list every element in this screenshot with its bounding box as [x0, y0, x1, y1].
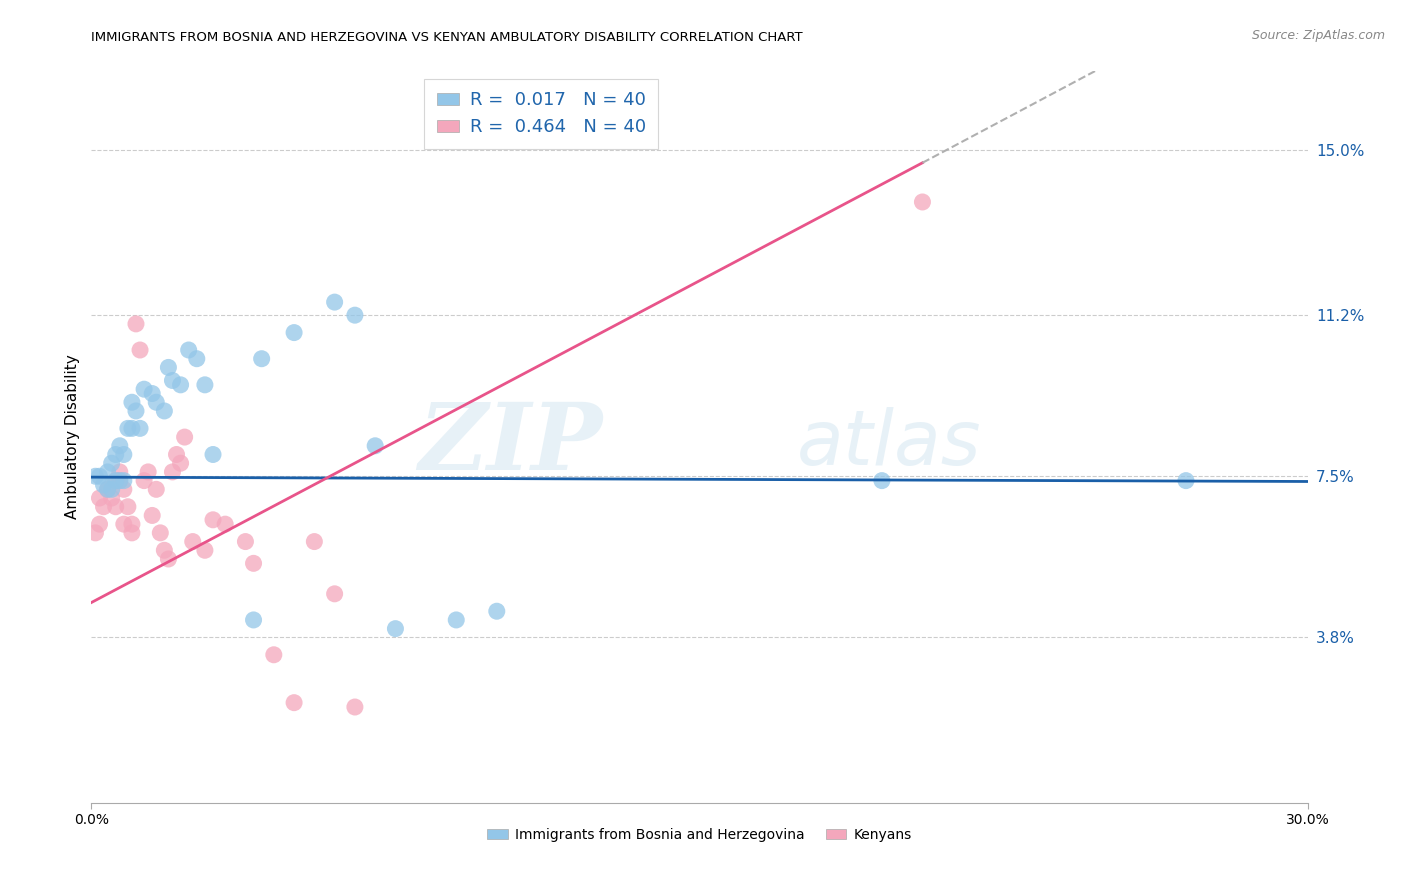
- Point: [141, 508, 163, 523]
- Point: [125, 404, 148, 418]
- Point: [304, 534, 326, 549]
- Point: [108, 439, 131, 453]
- Point: [444, 613, 467, 627]
- Point: [93, 500, 115, 514]
- Point: [242, 613, 264, 627]
- Point: [97, 483, 120, 497]
- Point: [194, 543, 217, 558]
- Point: [173, 430, 195, 444]
- Point: [100, 483, 122, 497]
- Point: [100, 456, 122, 470]
- Point: [194, 377, 217, 392]
- Point: [214, 517, 236, 532]
- Point: [112, 483, 135, 497]
- Point: [104, 500, 127, 514]
- Point: [104, 474, 127, 488]
- Point: [157, 552, 180, 566]
- Point: [169, 377, 191, 392]
- Point: [242, 557, 264, 571]
- Point: [121, 525, 143, 540]
- Point: [323, 587, 346, 601]
- Text: IMMIGRANTS FROM BOSNIA AND HERZEGOVINA VS KENYAN AMBULATORY DISABILITY CORRELATI: IMMIGRANTS FROM BOSNIA AND HERZEGOVINA V…: [91, 31, 803, 45]
- Point: [112, 448, 135, 462]
- Point: [283, 696, 305, 710]
- Point: [104, 474, 127, 488]
- Point: [121, 421, 143, 435]
- Point: [149, 525, 172, 540]
- Text: ZIP: ZIP: [418, 400, 602, 490]
- Point: [132, 474, 155, 488]
- Point: [112, 474, 135, 488]
- Point: [121, 517, 143, 532]
- Point: [100, 491, 122, 505]
- Point: [112, 517, 135, 532]
- Point: [153, 543, 176, 558]
- Point: [911, 194, 934, 209]
- Y-axis label: Ambulatory Disability: Ambulatory Disability: [65, 355, 80, 519]
- Point: [84, 469, 107, 483]
- Point: [177, 343, 200, 357]
- Point: [145, 483, 167, 497]
- Point: [89, 491, 111, 505]
- Text: Source: ZipAtlas.com: Source: ZipAtlas.com: [1251, 29, 1385, 42]
- Point: [485, 604, 508, 618]
- Point: [97, 483, 120, 497]
- Point: [129, 421, 152, 435]
- Point: [136, 465, 159, 479]
- Point: [263, 648, 285, 662]
- Point: [121, 395, 143, 409]
- Point: [235, 534, 257, 549]
- Point: [84, 525, 107, 540]
- Point: [108, 465, 131, 479]
- Point: [162, 374, 184, 388]
- Point: [132, 382, 155, 396]
- Point: [97, 465, 120, 479]
- Point: [117, 421, 139, 435]
- Point: [1175, 474, 1198, 488]
- Point: [93, 478, 115, 492]
- Point: [162, 465, 184, 479]
- Point: [153, 404, 176, 418]
- Point: [202, 513, 225, 527]
- Point: [125, 317, 148, 331]
- Point: [166, 448, 188, 462]
- Point: [364, 439, 387, 453]
- Point: [870, 474, 893, 488]
- Legend: Immigrants from Bosnia and Herzegovina, Kenyans: Immigrants from Bosnia and Herzegovina, …: [482, 822, 917, 847]
- Point: [104, 448, 127, 462]
- Point: [145, 395, 167, 409]
- Point: [250, 351, 273, 366]
- Point: [141, 386, 163, 401]
- Point: [169, 456, 191, 470]
- Point: [283, 326, 305, 340]
- Point: [323, 295, 346, 310]
- Text: atlas: atlas: [797, 408, 981, 482]
- Point: [129, 343, 152, 357]
- Point: [117, 500, 139, 514]
- Point: [186, 351, 208, 366]
- Point: [343, 308, 366, 322]
- Point: [108, 474, 131, 488]
- Point: [157, 360, 180, 375]
- Point: [108, 474, 131, 488]
- Point: [202, 448, 225, 462]
- Point: [181, 534, 204, 549]
- Point: [89, 517, 111, 532]
- Point: [89, 469, 111, 483]
- Point: [343, 700, 366, 714]
- Point: [384, 622, 406, 636]
